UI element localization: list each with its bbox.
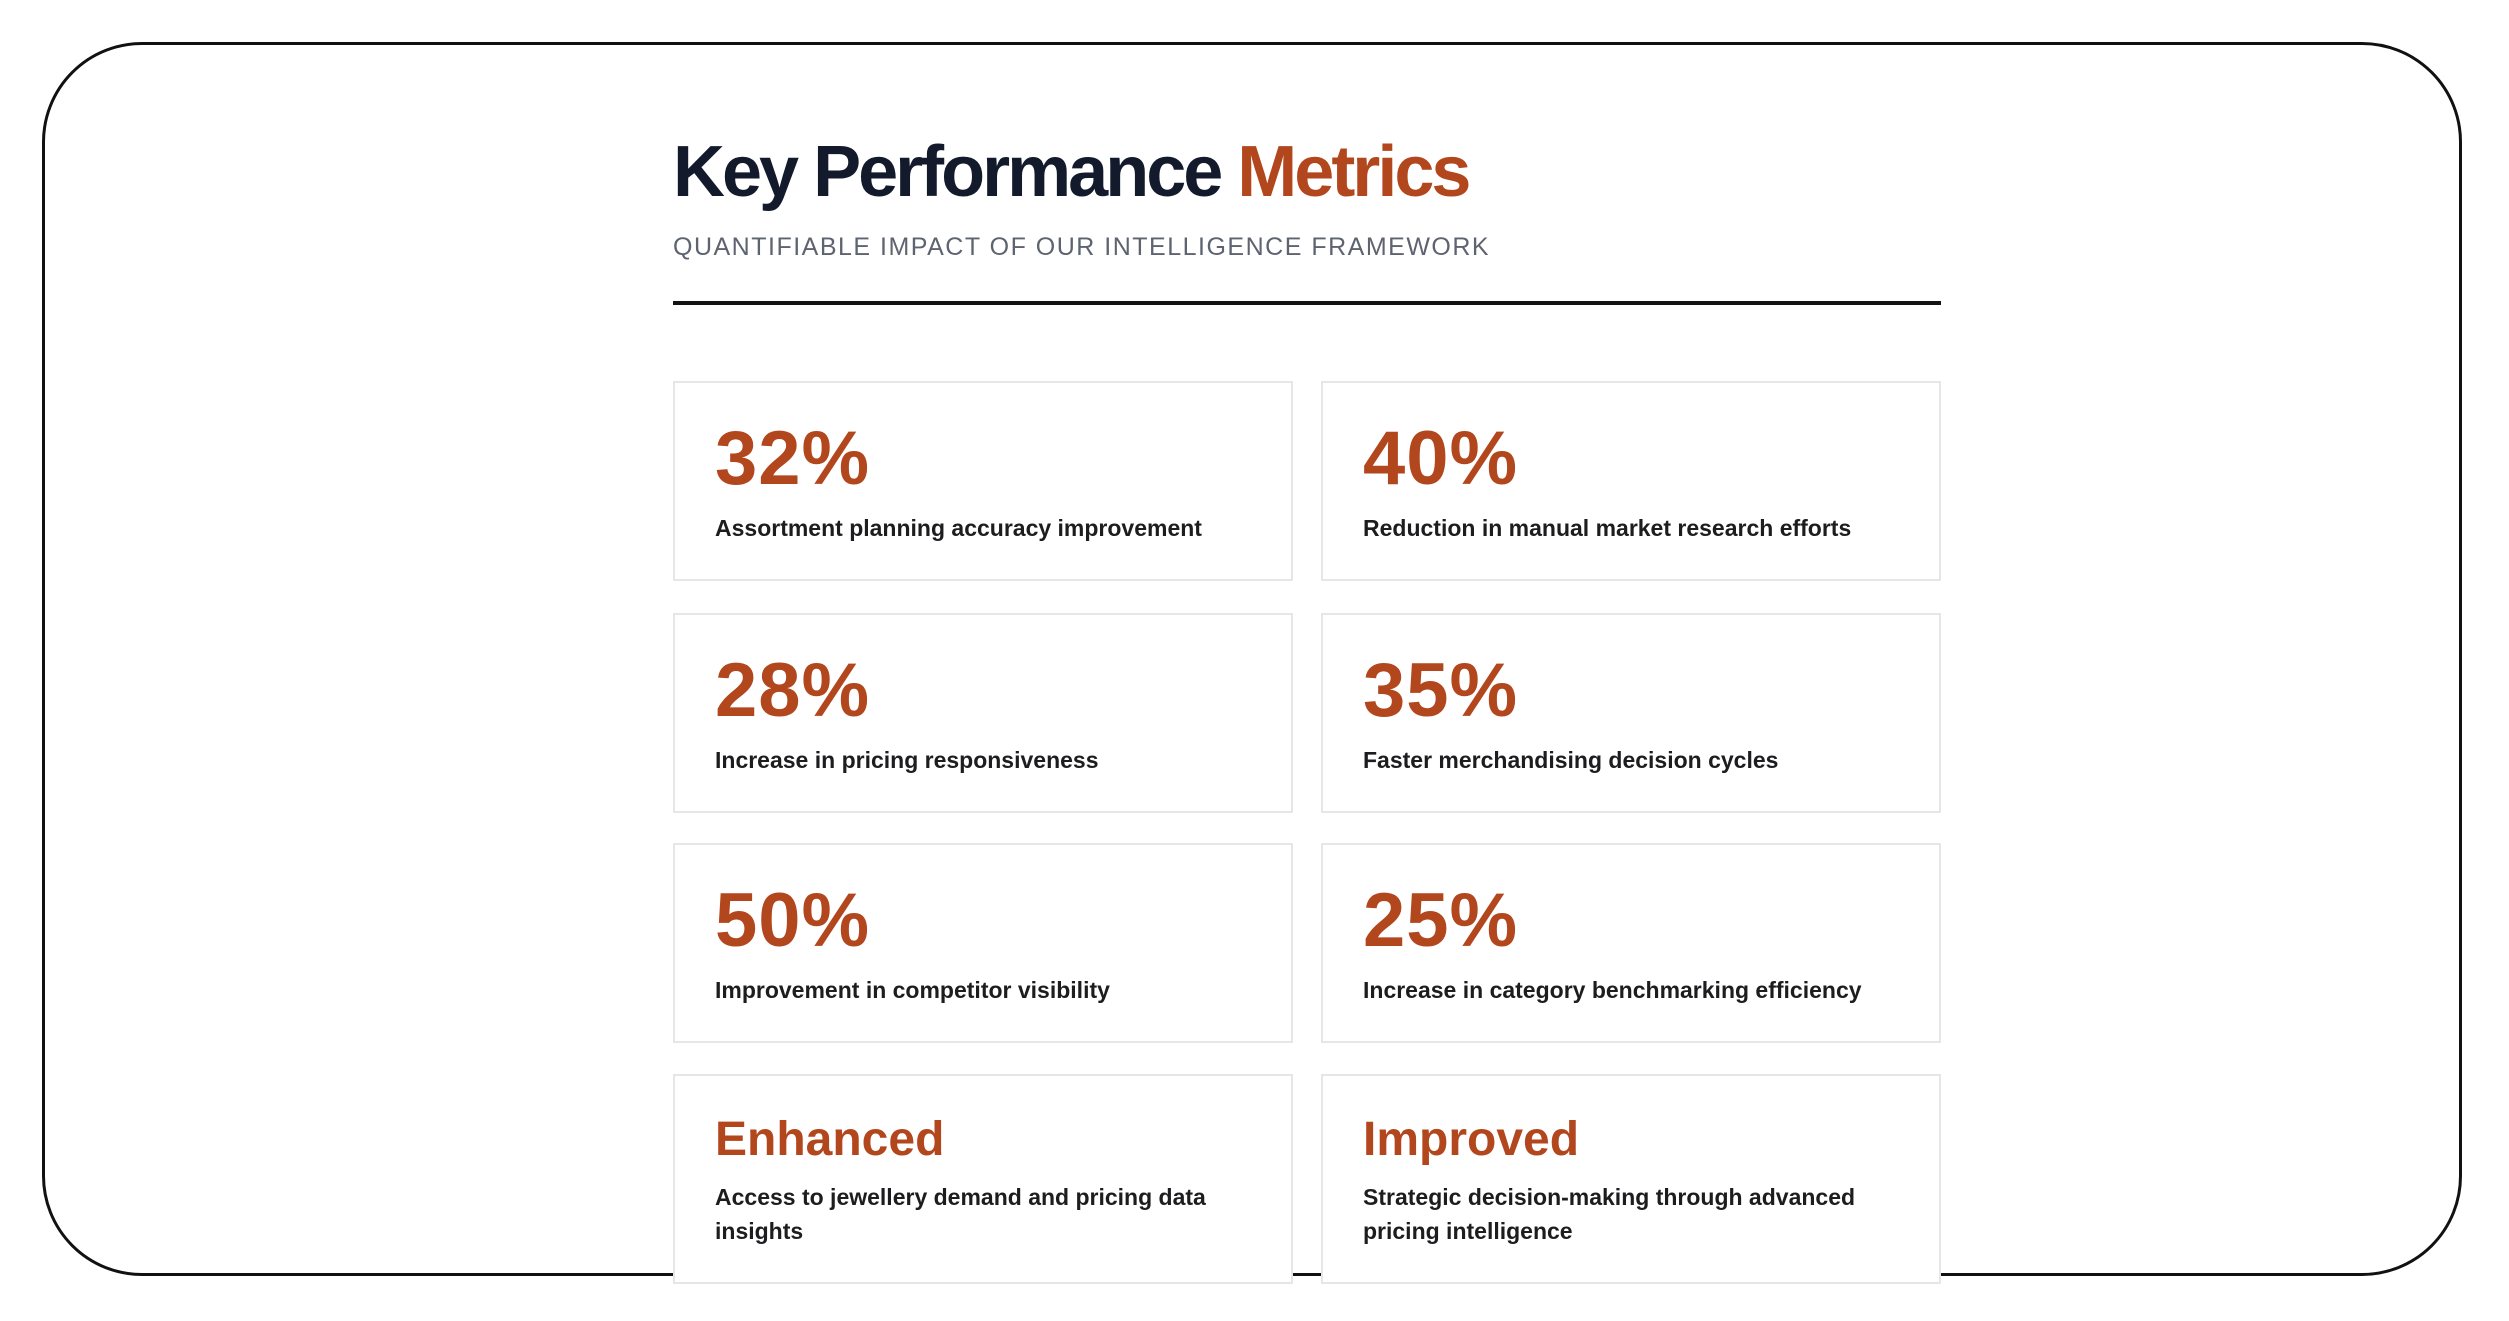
metric-value: 40% xyxy=(1363,416,1519,501)
header-divider xyxy=(673,301,1941,305)
metric-card: 25% Increase in category benchmarking ef… xyxy=(1321,843,1941,1043)
metrics-grid: 32% Assortment planning accuracy improve… xyxy=(673,381,1941,1284)
rounded-frame: Key Performance Metrics QUANTIFIABLE IMP… xyxy=(42,42,2462,1284)
metric-label: Assortment planning accuracy improvement xyxy=(715,515,1202,541)
metric-value: 50% xyxy=(715,878,871,963)
title-main: Key Performance xyxy=(673,132,1223,212)
title-accent: Metrics xyxy=(1237,132,1471,212)
metric-value: Improved xyxy=(1363,1113,1580,1166)
metric-card: 28% Increase in pricing responsiveness xyxy=(673,613,1293,813)
metric-card: Improved Strategic decision-making throu… xyxy=(1321,1074,1941,1284)
metric-value: 28% xyxy=(715,648,871,733)
metric-card: 40% Reduction in manual market research … xyxy=(1321,381,1941,581)
metric-value: 25% xyxy=(1363,878,1519,963)
metric-label: Faster merchandising decision cycles xyxy=(1363,747,1779,773)
metric-value: 35% xyxy=(1363,648,1519,733)
metric-label: Increase in pricing responsiveness xyxy=(715,747,1099,773)
metric-label: Increase in category benchmarking effici… xyxy=(1363,977,1862,1003)
metric-value: 32% xyxy=(715,416,871,501)
metric-label: Strategic decision-making through advanc… xyxy=(1363,1184,1856,1244)
page-title: Key Performance Metrics xyxy=(673,127,1941,217)
metric-card: Enhanced Access to jewellery demand and … xyxy=(673,1074,1293,1284)
metric-label: Access to jewellery demand and pricing d… xyxy=(715,1184,1206,1244)
metric-label: Improvement in competitor visibility xyxy=(715,977,1110,1003)
metric-card: 35% Faster merchandising decision cycles xyxy=(1321,613,1941,813)
metric-card: 50% Improvement in competitor visibility xyxy=(673,843,1293,1043)
metrics-section: Key Performance Metrics QUANTIFIABLE IMP… xyxy=(673,127,1941,1284)
page-subtitle: QUANTIFIABLE IMPACT OF OUR INTELLIGENCE … xyxy=(673,233,1491,261)
metric-label: Reduction in manual market research effo… xyxy=(1363,515,1852,541)
metric-card: 32% Assortment planning accuracy improve… xyxy=(673,381,1293,581)
metric-value: Enhanced xyxy=(715,1113,945,1166)
